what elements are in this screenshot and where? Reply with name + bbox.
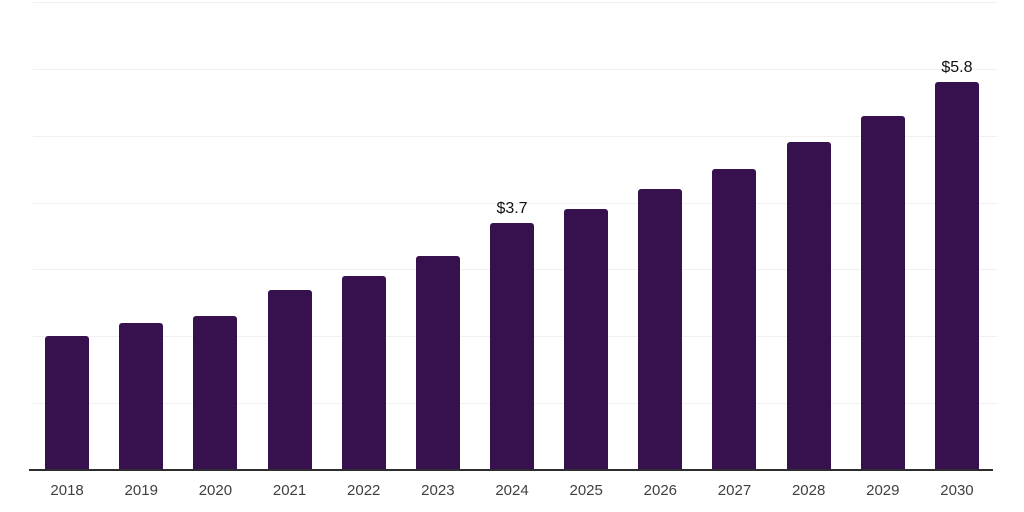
x-tick-label-2029: 2029	[866, 482, 900, 499]
bar-slot	[846, 2, 920, 470]
bar-2030[interactable]	[934, 82, 979, 470]
bar-2025[interactable]	[564, 209, 609, 470]
bar-2018[interactable]	[45, 336, 90, 470]
gridline	[33, 2, 997, 3]
plot-area: $3.7 $5.8	[29, 2, 997, 471]
bar-2020[interactable]	[193, 316, 238, 470]
bar-slot	[327, 2, 401, 470]
bar-value-label: $3.7	[496, 199, 528, 217]
bar-slot	[252, 2, 326, 470]
bar-slot	[549, 2, 623, 470]
bar-2023[interactable]	[415, 256, 460, 470]
x-tick-label-2018: 2018	[50, 482, 84, 499]
x-tick-label-2030: 2030	[940, 482, 974, 499]
bar-2021[interactable]	[267, 289, 312, 470]
bar-2029[interactable]	[860, 115, 905, 470]
bar-2028[interactable]	[786, 142, 831, 470]
gridline	[33, 135, 997, 137]
gridline	[33, 68, 997, 70]
bar-slot	[772, 2, 846, 470]
x-tick-label-2028: 2028	[791, 482, 826, 499]
bar-2019[interactable]	[119, 322, 164, 470]
x-axis-labels: 2018 2019 2020 2021 2022 2023 2024 2025 2026 2027…	[30, 480, 994, 502]
bar-slot	[623, 2, 697, 470]
bar-slot	[30, 2, 104, 470]
bar-slot	[697, 2, 771, 470]
bar-slot: $3.7	[475, 2, 549, 470]
bars-row: $3.7 $5.8	[30, 2, 994, 470]
x-tick-label-2022: 2022	[347, 482, 381, 499]
x-tick-label-2027: 2027	[717, 482, 752, 499]
x-tick-label-2021: 2021	[272, 482, 307, 499]
x-tick-label-2026: 2026	[643, 482, 678, 499]
x-tick-label-2020: 2020	[198, 482, 233, 499]
x-tick-label-2024: 2024	[495, 482, 529, 499]
x-tick-label-2025: 2025	[569, 482, 603, 499]
bar-slot	[178, 2, 252, 470]
x-tick-label-2023: 2023	[421, 482, 455, 499]
bar-2022[interactable]	[341, 276, 386, 470]
bar-slot	[104, 2, 178, 470]
bar-2026[interactable]	[638, 189, 683, 470]
gridline	[33, 202, 997, 204]
bar-2024[interactable]	[490, 222, 535, 470]
bar-value-label: $5.8	[941, 59, 973, 77]
bar-2027[interactable]	[712, 169, 757, 470]
x-axis-line	[29, 469, 993, 471]
bar-slot: $5.8	[920, 2, 994, 470]
x-tick-label-2019: 2019	[124, 482, 158, 499]
bar-slot	[401, 2, 475, 470]
